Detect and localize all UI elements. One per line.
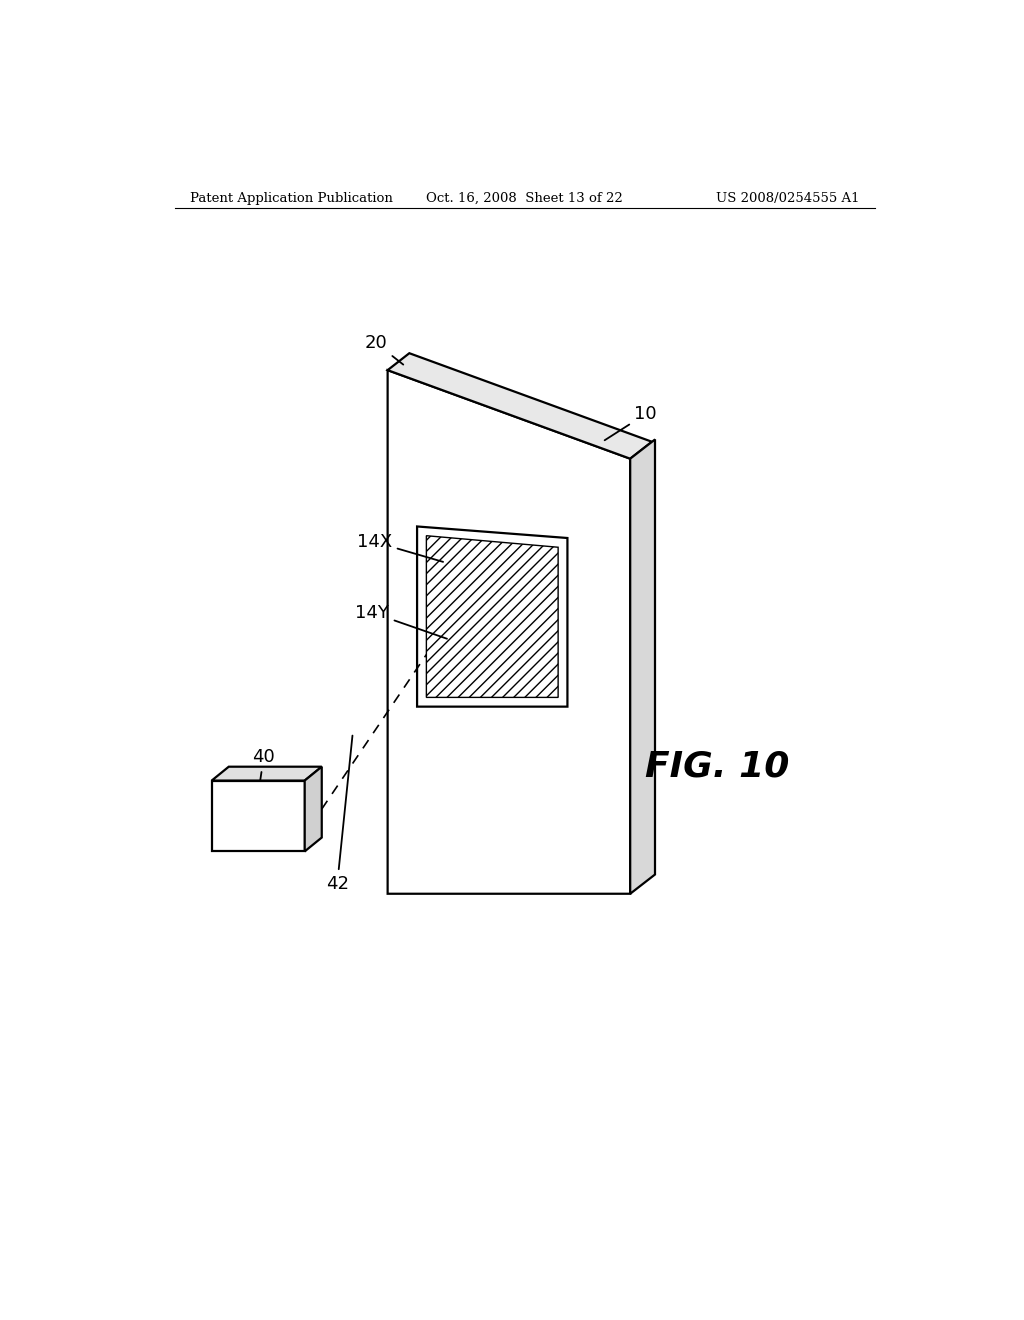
Polygon shape (630, 440, 655, 894)
Text: Patent Application Publication: Patent Application Publication (190, 191, 393, 205)
Text: 40: 40 (252, 748, 275, 781)
Text: FIG. 10: FIG. 10 (645, 750, 790, 784)
Polygon shape (212, 767, 322, 780)
Text: 14X: 14X (356, 533, 443, 562)
Text: 14Y: 14Y (355, 603, 447, 639)
Polygon shape (426, 536, 558, 697)
Polygon shape (212, 780, 305, 851)
Text: US 2008/0254555 A1: US 2008/0254555 A1 (716, 191, 859, 205)
Polygon shape (305, 767, 322, 851)
Text: 42: 42 (326, 735, 352, 892)
Text: Oct. 16, 2008  Sheet 13 of 22: Oct. 16, 2008 Sheet 13 of 22 (426, 191, 624, 205)
Polygon shape (417, 527, 567, 706)
Text: 20: 20 (365, 334, 403, 364)
Text: 10: 10 (604, 405, 657, 441)
Polygon shape (388, 354, 652, 459)
Polygon shape (388, 370, 630, 894)
